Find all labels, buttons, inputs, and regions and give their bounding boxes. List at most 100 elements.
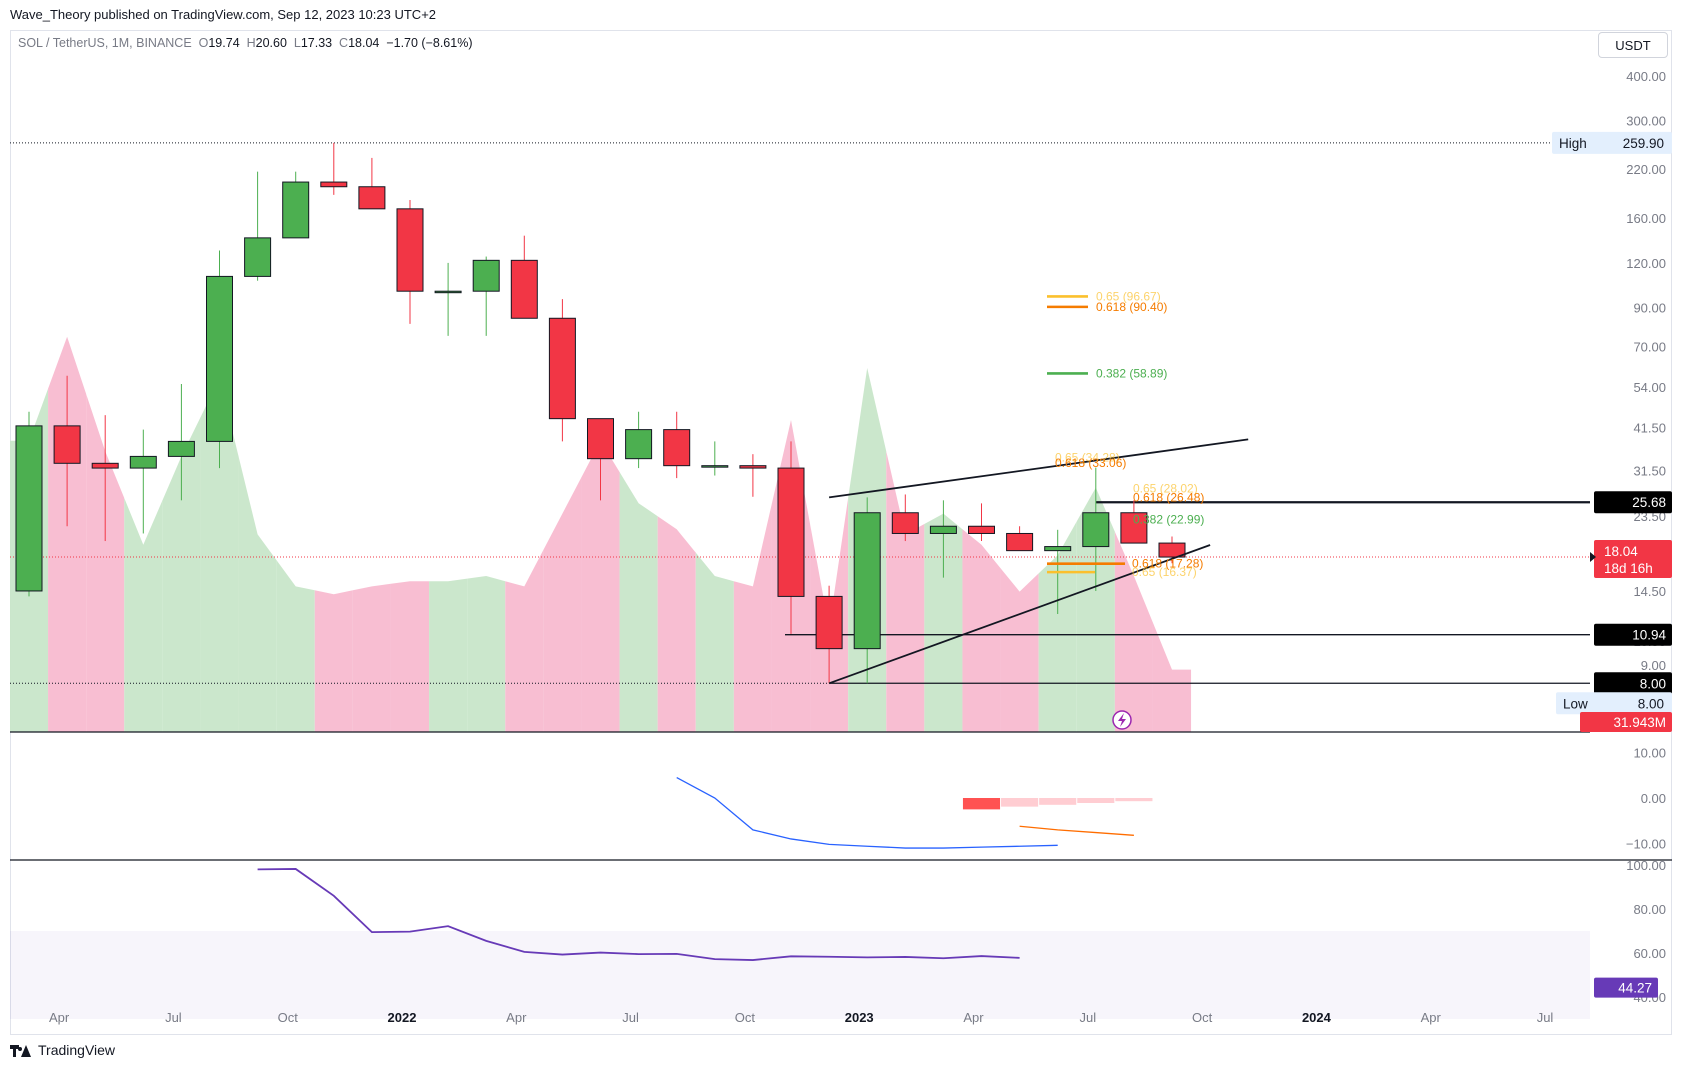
last-price-pointer-icon	[1590, 552, 1596, 563]
rsi-tick: 80.00	[1633, 902, 1666, 917]
price-tick: 41.50	[1633, 421, 1666, 436]
level-badge-10-94: 10.94	[1594, 623, 1672, 646]
rsi-tick: 60.00	[1633, 946, 1666, 961]
time-tick: Apr	[49, 1010, 70, 1025]
low-badge-value: 8.00	[1638, 696, 1664, 711]
rsi-tick: 100.00	[1626, 858, 1666, 873]
candle	[739, 454, 767, 497]
candle	[587, 418, 614, 501]
time-tick: Jul	[1079, 1010, 1096, 1025]
candle	[777, 441, 805, 634]
price-tick: 31.50	[1633, 464, 1666, 479]
volume-badge: 31.943M	[1580, 712, 1672, 732]
high-badge: High 259.90	[1552, 131, 1672, 154]
candle	[15, 411, 43, 597]
candle-body	[891, 512, 919, 534]
candle	[167, 384, 195, 501]
candle-body	[510, 259, 538, 319]
time-tick: Jul	[1537, 1010, 1554, 1025]
upper-trendline	[828, 438, 1249, 499]
change-value: −1.70 (−8.61%)	[386, 36, 473, 50]
candle-body	[1120, 512, 1148, 544]
candle-body	[396, 208, 424, 292]
symbol-name[interactable]: SOL / TetherUS, 1M, BINANCE	[18, 36, 192, 50]
candle	[53, 375, 81, 527]
volume-bar	[886, 451, 925, 732]
candle-body	[1044, 546, 1072, 552]
price-axis: 400.00 300.00 220.00 160.00 120.00 90.00 70.00…	[1626, 69, 1666, 1005]
price-tick: 90.00	[1633, 301, 1666, 316]
candle	[625, 411, 653, 469]
volume-bar	[314, 590, 353, 732]
candle-body	[167, 440, 195, 457]
currency-button[interactable]: USDT	[1598, 32, 1668, 58]
high-badge-label: High	[1559, 136, 1587, 151]
symbol-legend: SOL / TetherUS, 1M, BINANCE O19.74 H20.6…	[18, 34, 472, 52]
candle-body	[434, 290, 462, 294]
fib-label: 0.618 (26.48)	[1133, 490, 1204, 504]
macd-histogram-bar	[1001, 798, 1039, 807]
candle-body	[472, 259, 500, 292]
candle-body	[587, 418, 614, 460]
time-tick: Jul	[165, 1010, 182, 1025]
candle	[701, 441, 729, 476]
last-price-value: 18.04	[1604, 544, 1638, 559]
time-tick: Oct	[735, 1010, 756, 1025]
svg-text:25.68: 25.68	[1632, 495, 1666, 510]
macd-histogram-bar	[1115, 798, 1153, 802]
macd-tick: −10.00	[1626, 837, 1666, 852]
candle	[434, 262, 462, 336]
candle-body	[548, 317, 576, 420]
volume-bar	[619, 472, 658, 732]
axis-badges: High 259.90 25.68 18.04 18d 16h 10.94 8.00 Low 8…	[1552, 131, 1672, 998]
price-tick: 160.00	[1626, 211, 1666, 226]
volume-bar	[962, 529, 1001, 732]
rsi-line	[257, 868, 1020, 961]
time-tick: Apr	[963, 1010, 984, 1025]
high-label: H	[246, 36, 256, 50]
volume-bar	[162, 417, 201, 732]
candle	[396, 199, 424, 324]
candle-body	[91, 462, 119, 469]
candle	[91, 415, 119, 542]
candle	[1120, 500, 1148, 544]
candle-body	[282, 181, 310, 239]
time-tick: Apr	[1421, 1010, 1442, 1025]
level-badge-25-68: 25.68	[1594, 491, 1672, 514]
rsi-band	[10, 931, 1590, 1019]
svg-text:8.00: 8.00	[1640, 676, 1666, 691]
footer-brand-text: TradingView	[38, 1042, 116, 1058]
fib-label: 0.618 (90.40)	[1096, 300, 1167, 314]
lightning-icon	[1112, 710, 1132, 730]
macd-tick: 10.00	[1633, 746, 1666, 761]
macd-histogram-bar	[1077, 798, 1115, 804]
volume-bar	[276, 560, 315, 732]
price-tick: 400.00	[1626, 69, 1666, 84]
volume-bar	[657, 516, 696, 732]
volume-bar	[581, 440, 620, 732]
candle-body	[53, 425, 81, 464]
candle	[244, 171, 272, 281]
time-axis: Apr Jul Oct 2022 Apr Jul Oct 2023 Apr Jul Oct 2024 A…	[49, 1010, 1553, 1025]
candle-body	[206, 275, 233, 442]
candle	[815, 585, 843, 684]
fib-label: 0.65 (16.37)	[1132, 565, 1197, 579]
candle	[129, 429, 157, 534]
macd-histogram-bar	[1039, 798, 1077, 805]
candle-body	[625, 429, 653, 460]
candle	[891, 494, 919, 542]
open-label: O	[198, 36, 209, 50]
rsi-badge: 44.27	[1594, 977, 1658, 998]
low-label: L	[293, 36, 301, 50]
high-badge-value: 259.90	[1623, 136, 1664, 151]
time-tick: Jul	[622, 1010, 639, 1025]
volume-bar	[1000, 568, 1039, 732]
candle-body	[929, 525, 957, 534]
candle-body	[320, 181, 348, 188]
candle-body	[701, 465, 729, 468]
fib-label: 0.65 (34.28)	[1055, 450, 1120, 464]
candle	[853, 497, 881, 684]
volume-bar	[390, 581, 430, 732]
candle	[282, 171, 310, 239]
